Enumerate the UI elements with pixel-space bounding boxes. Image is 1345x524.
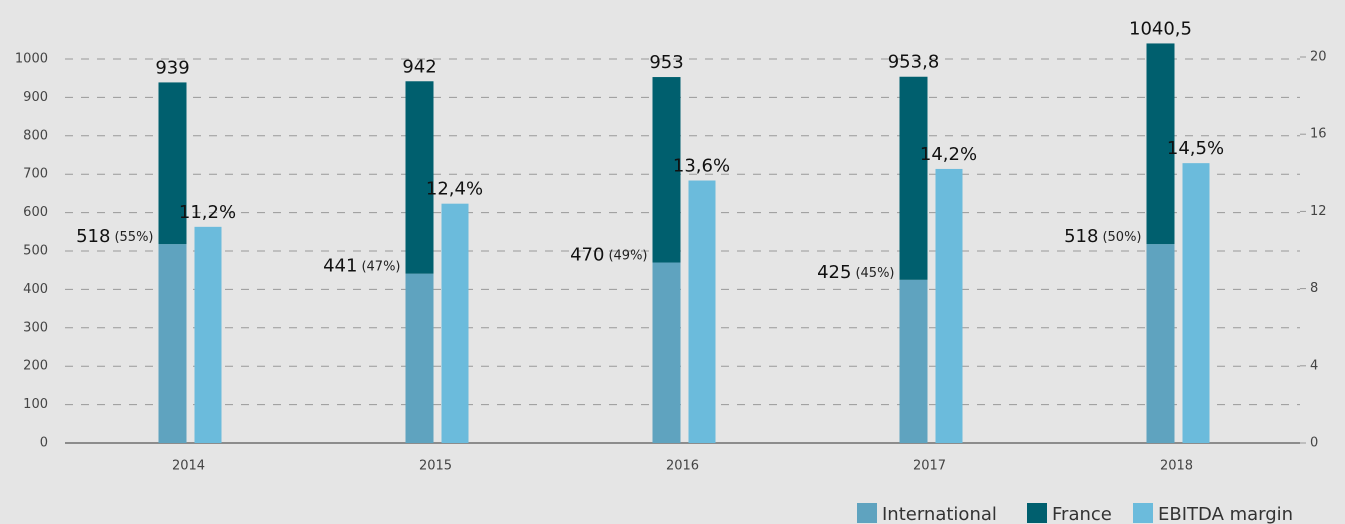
- international-value-label: 441: [323, 256, 357, 277]
- y-tick-label: 900: [23, 90, 48, 105]
- y-tick-label: 100: [23, 397, 48, 412]
- international-share-label: (55%): [114, 230, 153, 245]
- bar-segment: [158, 244, 187, 443]
- legend-swatch: [1133, 503, 1153, 523]
- y2-tick-label: 0: [1310, 436, 1318, 451]
- international-share-label: (50%): [1102, 230, 1141, 245]
- international-label: 470 (49%): [570, 245, 647, 266]
- bar: [194, 226, 222, 443]
- y-tick-label: 800: [23, 128, 48, 143]
- international-value-label: 518: [1064, 226, 1098, 247]
- international-share-label: (45%): [855, 265, 894, 280]
- bar-segment: [1146, 244, 1175, 443]
- bar-segment: [899, 76, 928, 280]
- y-tick-label: 1000: [15, 52, 48, 67]
- y-tick-label: 500: [23, 244, 48, 259]
- total-label: 953,8: [888, 52, 940, 73]
- legend-swatch: [857, 503, 877, 523]
- bar-segment: [652, 77, 681, 263]
- margin-label: 11,2%: [179, 202, 236, 223]
- margin-label: 14,5%: [1167, 138, 1224, 159]
- total-label: 942: [402, 56, 436, 77]
- international-value-label: 425: [817, 262, 851, 283]
- bar-segment: [652, 262, 681, 443]
- international-label: 518 (55%): [76, 226, 153, 247]
- legend-swatch: [1027, 503, 1047, 523]
- bar: [441, 203, 469, 443]
- legend-label: France: [1052, 504, 1112, 524]
- y2-tick-label: 12: [1310, 204, 1327, 219]
- y-tick-label: 0: [40, 436, 48, 451]
- bar-segment: [158, 82, 187, 245]
- y2-tick-label: 20: [1310, 50, 1327, 65]
- international-value-label: 518: [76, 226, 110, 247]
- x-tick-label: 2017: [913, 459, 946, 474]
- international-label: 425 (45%): [817, 262, 894, 283]
- total-label: 939: [155, 57, 189, 78]
- legend-label: International: [882, 504, 997, 524]
- x-tick-label: 2018: [1160, 459, 1193, 474]
- international-share-label: (49%): [608, 248, 647, 263]
- bar-segment: [405, 81, 434, 274]
- margin-label: 12,4%: [426, 179, 483, 200]
- international-label: 441 (47%): [323, 256, 400, 277]
- margin-label: 13,6%: [673, 156, 730, 177]
- bar: [935, 168, 963, 443]
- margin-label: 14,2%: [920, 144, 977, 165]
- bar: [1182, 163, 1210, 443]
- international-label: 518 (50%): [1064, 226, 1141, 247]
- y-tick-label: 200: [23, 359, 48, 374]
- bar-segment: [1146, 43, 1175, 245]
- international-value-label: 470: [570, 245, 604, 266]
- bar-segment: [405, 273, 434, 443]
- y-tick-label: 600: [23, 205, 48, 220]
- total-label: 953: [649, 52, 683, 73]
- bar-segment: [899, 279, 928, 443]
- y2-tick-label: 8: [1310, 281, 1318, 296]
- total-label: 1040,5: [1129, 18, 1192, 39]
- international-share-label: (47%): [361, 259, 400, 274]
- y-tick-label: 700: [23, 167, 48, 182]
- y2-tick-label: 16: [1310, 127, 1327, 142]
- y-tick-label: 300: [23, 320, 48, 335]
- y-tick-label: 400: [23, 282, 48, 297]
- legend-label: EBITDA margin: [1158, 504, 1293, 524]
- x-tick-label: 2014: [172, 459, 205, 474]
- x-tick-label: 2016: [666, 459, 699, 474]
- y2-tick-label: 4: [1310, 358, 1318, 373]
- bar: [688, 180, 716, 443]
- x-tick-label: 2015: [419, 459, 452, 474]
